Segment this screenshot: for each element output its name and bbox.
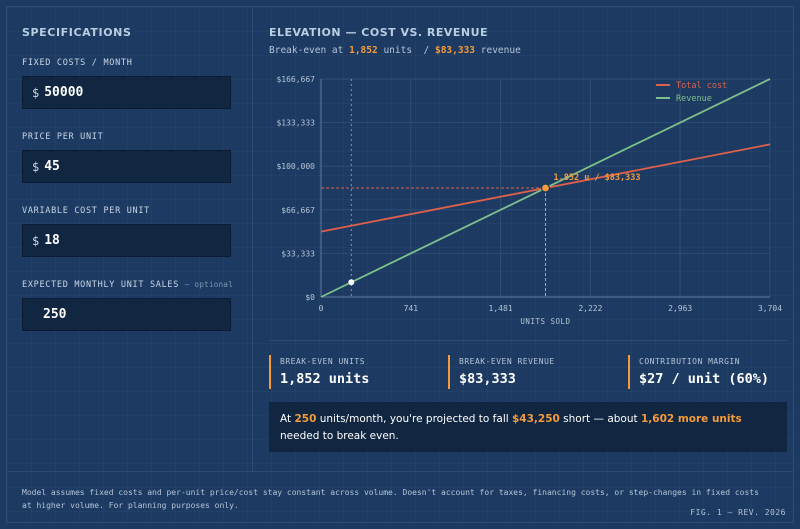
unit-sales-input[interactable]: 250 bbox=[22, 298, 231, 331]
stat-label: BREAK-EVEN UNITS bbox=[280, 357, 366, 366]
price-per-unit-value[interactable]: 45 bbox=[44, 159, 60, 174]
legend-label: Total cost bbox=[676, 81, 727, 91]
callout-text: needed to break even. bbox=[280, 430, 399, 442]
x-tick-label: 3,704 bbox=[758, 304, 782, 313]
x-axis-label: UNITS SOLD bbox=[520, 317, 570, 326]
fixed-costs-input[interactable]: $ 50000 bbox=[22, 76, 231, 109]
divider bbox=[269, 340, 787, 341]
stat-value: 1,852 units bbox=[280, 371, 370, 387]
stat-label: CONTRIBUTION MARGIN bbox=[639, 357, 741, 366]
price-per-unit-label: PRICE PER UNIT bbox=[22, 132, 104, 142]
x-tick-label: 2,222 bbox=[578, 304, 602, 313]
y-tick-label: $100,000 bbox=[276, 162, 315, 171]
variable-cost-value[interactable]: 18 bbox=[44, 233, 60, 248]
specifications-panel: SPECIFICATIONS FIXED COSTS / MONTH $ 500… bbox=[6, 6, 253, 471]
footer-note: Model assumes fixed costs and per-unit p… bbox=[22, 488, 759, 510]
x-tick-label: 741 bbox=[404, 304, 419, 313]
subtitle-prefix: Break-even at bbox=[269, 45, 344, 56]
fixed-costs-value[interactable]: 50000 bbox=[44, 85, 84, 100]
footer-divider bbox=[6, 471, 794, 472]
y-tick-label: $66,667 bbox=[281, 206, 315, 215]
y-tick-label: $33,333 bbox=[281, 249, 315, 258]
y-tick-label: $0 bbox=[305, 293, 315, 302]
break-even-chart: $0 $33,333 $66,667 $100,000 $133,333 $166,667… bbox=[276, 75, 782, 326]
legend-label: Revenue bbox=[676, 94, 712, 104]
subtitle-revenue: $83,333 bbox=[434, 45, 476, 56]
optional-hint: — optional bbox=[184, 280, 234, 289]
chart-panel: ELEVATION — COST VS. REVENUE Break-even … bbox=[269, 26, 787, 326]
callout-text: At bbox=[280, 413, 292, 425]
break-even-label: 1,852 u / $83,333 bbox=[554, 173, 641, 183]
callout-units: 250 bbox=[294, 413, 317, 425]
currency-symbol: $ bbox=[32, 159, 40, 174]
callout-shortfall: $43,250 bbox=[512, 413, 560, 425]
variable-cost-label: VARIABLE COST PER UNIT bbox=[22, 206, 150, 216]
break-even-point bbox=[540, 183, 551, 193]
expected-sales-marker bbox=[348, 279, 355, 286]
y-tick-label: $133,333 bbox=[276, 119, 315, 128]
x-tick-label: 1,481 bbox=[489, 304, 513, 313]
chart-area: $0 $33,333 $66,667 $100,000 $133,333 $166,667… bbox=[269, 66, 787, 356]
subtitle-slash: / bbox=[423, 45, 430, 56]
subtitle-units-word: units bbox=[383, 45, 413, 56]
fixed-costs-label: FIXED COSTS / MONTH bbox=[22, 58, 133, 68]
variable-cost-input[interactable]: $ 18 bbox=[22, 224, 231, 257]
callout-text: units/month, you're projected to fall bbox=[319, 413, 509, 425]
chart-title: ELEVATION — COST VS. REVENUE bbox=[269, 26, 489, 39]
currency-symbol: $ bbox=[32, 85, 40, 100]
specifications-title: SPECIFICATIONS bbox=[22, 26, 132, 39]
x-tick-label: 2,963 bbox=[668, 304, 692, 313]
unit-sales-value[interactable]: 250 bbox=[43, 307, 67, 322]
projection-callout: At 250 units/month, you're projected to … bbox=[269, 402, 787, 452]
y-tick-label: $166,667 bbox=[276, 75, 315, 84]
chart-subtitle: Break-even at 1,852 units / $83,333 reve… bbox=[269, 45, 787, 56]
unit-sales-label-text: EXPECTED MONTHLY UNIT SALES bbox=[22, 280, 180, 290]
subtitle-revenue-word: revenue bbox=[480, 45, 521, 56]
callout-more-units: 1,602 more units bbox=[640, 413, 742, 425]
stats-row: BREAK-EVEN UNITS 1,852 units BREAK-EVEN … bbox=[269, 355, 787, 389]
stat-break-even-revenue: BREAK-EVEN REVENUE $83,333 bbox=[448, 355, 618, 389]
unit-sales-label: EXPECTED MONTHLY UNIT SALES — optional bbox=[22, 280, 252, 290]
stat-label: BREAK-EVEN REVENUE bbox=[459, 357, 555, 366]
x-tick-label: 0 bbox=[319, 304, 324, 313]
stat-break-even-units: BREAK-EVEN UNITS 1,852 units bbox=[269, 355, 439, 389]
price-per-unit-input[interactable]: $ 45 bbox=[22, 150, 231, 183]
subtitle-units: 1,852 bbox=[349, 45, 378, 56]
stat-value: $27 / unit (60%) bbox=[639, 371, 770, 387]
callout-text: short — about bbox=[563, 413, 638, 425]
figure-label: FIG. 1 — REV. 2026 bbox=[690, 508, 786, 517]
stat-value: $83,333 bbox=[459, 371, 516, 387]
currency-symbol: $ bbox=[32, 233, 40, 248]
stat-contribution-margin: CONTRIBUTION MARGIN $27 / unit (60%) bbox=[628, 355, 787, 389]
